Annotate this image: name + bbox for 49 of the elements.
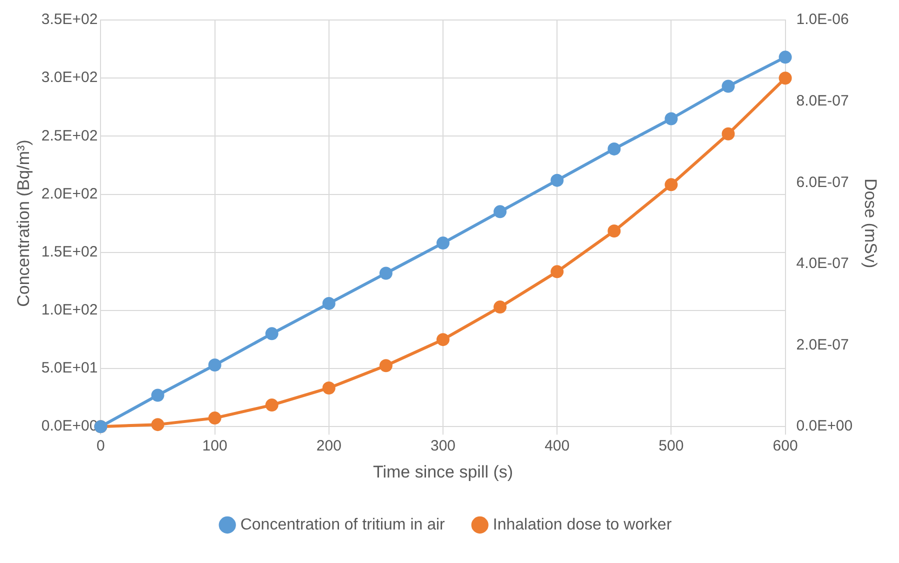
point: [265, 327, 278, 340]
x-tick-label: 600: [772, 438, 798, 455]
x-tick-label: 100: [202, 438, 228, 455]
y2-tick-label: 2.0E-07: [796, 336, 849, 354]
x-tick-label: 200: [316, 438, 342, 455]
x-tick-label: 500: [658, 438, 684, 455]
point: [494, 205, 507, 218]
x-tick-label: 300: [430, 438, 456, 455]
y-tick-label: 2.5E+02: [41, 127, 98, 144]
point: [608, 224, 621, 238]
point: [436, 333, 450, 346]
point: [778, 72, 792, 85]
point: [494, 300, 507, 314]
y-tick-label: 3.5E+02: [41, 11, 98, 28]
point: [322, 381, 336, 394]
point: [550, 265, 564, 278]
point: [722, 127, 735, 140]
point: [208, 412, 222, 425]
y-axis-title: Concentration (Bq/m³): [14, 140, 33, 307]
y2-tick-label: 8.0E-07: [796, 92, 849, 110]
point: [379, 359, 392, 372]
point: [208, 358, 222, 372]
point: [436, 236, 450, 250]
x-tick-label: 400: [544, 438, 570, 455]
point: [151, 388, 164, 402]
legend-label: Inhalation dose to worker: [492, 516, 672, 534]
y-tick-label: 1.5E+02: [41, 243, 98, 260]
point: [664, 112, 678, 126]
point: [608, 142, 621, 156]
y2-tick-label: 0.0E+00: [796, 418, 853, 435]
y-tick-label: 3.0E+02: [41, 69, 98, 86]
y2-tick-label: 6.0E-07: [796, 174, 849, 191]
point: [722, 80, 735, 93]
y-tick-label: 1.0E+02: [41, 302, 98, 319]
y-tick-label: 2.0E+02: [41, 185, 98, 202]
point: [550, 174, 564, 187]
point: [778, 50, 792, 64]
point: [151, 418, 164, 432]
x-axis-title: Time since spill (s): [372, 462, 514, 482]
y2-tick-label: 4.0E-07: [796, 255, 849, 272]
point: [664, 178, 678, 192]
point: [265, 398, 278, 412]
x-tick-label: 0: [96, 438, 105, 455]
legend-label: Concentration of tritium in air: [240, 516, 446, 534]
point: [322, 296, 336, 310]
point: [379, 266, 392, 280]
y2-axis-title: Dose (mSv): [861, 178, 880, 268]
y2-tick-label: 1.0E-06: [796, 11, 849, 28]
y-tick-label: 5.0E+01: [41, 360, 98, 377]
